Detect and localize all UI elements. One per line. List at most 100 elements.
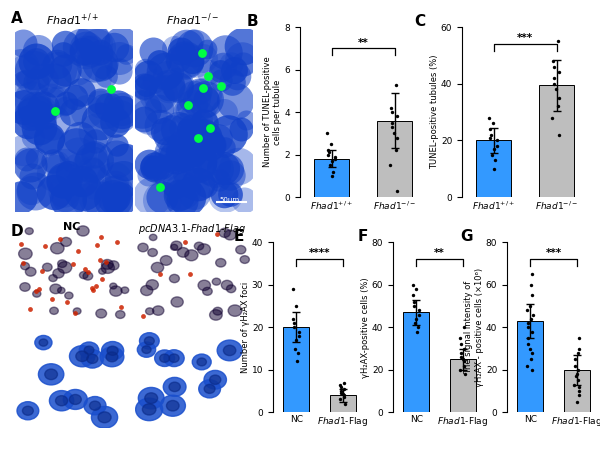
Point <box>91 127 101 135</box>
Point <box>25 305 35 313</box>
Point <box>162 71 172 78</box>
Point <box>107 86 116 93</box>
Point <box>553 38 563 45</box>
Point <box>330 155 340 163</box>
Circle shape <box>185 250 198 261</box>
Point <box>89 178 98 185</box>
Point <box>145 112 154 120</box>
Circle shape <box>20 262 29 270</box>
Point <box>81 196 91 203</box>
Point <box>114 196 124 203</box>
Point <box>199 92 208 99</box>
Circle shape <box>137 342 155 357</box>
Point <box>76 43 86 51</box>
Point <box>194 87 203 95</box>
Point <box>163 90 173 97</box>
Point <box>410 319 419 327</box>
Point <box>323 130 332 137</box>
Point <box>214 135 223 142</box>
Point <box>140 65 150 72</box>
Circle shape <box>146 308 154 315</box>
Point <box>197 134 207 141</box>
Point <box>44 136 53 143</box>
Point <box>551 86 561 93</box>
Point <box>22 155 31 163</box>
Point <box>574 383 584 390</box>
Point <box>324 149 334 156</box>
Point <box>137 105 147 112</box>
Point <box>112 187 121 194</box>
Point <box>116 41 125 48</box>
Circle shape <box>226 285 236 293</box>
Point <box>411 285 421 293</box>
Point <box>37 76 47 83</box>
Point <box>148 47 158 54</box>
Point <box>59 164 69 171</box>
Point <box>387 109 397 116</box>
Point <box>289 323 299 331</box>
Point <box>182 194 192 201</box>
Circle shape <box>70 395 82 405</box>
Point <box>173 81 182 88</box>
Point <box>49 77 59 84</box>
Circle shape <box>110 286 122 296</box>
Y-axis label: Number of γH₂AX foci: Number of γH₂AX foci <box>241 282 250 373</box>
Point <box>526 303 535 310</box>
Bar <box>403 313 429 412</box>
Point <box>387 119 397 126</box>
Point <box>99 63 109 70</box>
Point <box>61 40 70 48</box>
Point <box>96 233 106 241</box>
Point <box>410 298 419 305</box>
Point <box>173 125 183 133</box>
Point <box>239 197 249 204</box>
Point <box>523 323 533 331</box>
Point <box>460 345 469 352</box>
Point <box>488 120 498 127</box>
Circle shape <box>163 377 186 396</box>
Point <box>203 140 213 147</box>
Point <box>189 189 199 197</box>
Point <box>386 104 395 111</box>
Point <box>116 112 125 120</box>
Point <box>95 117 104 125</box>
Circle shape <box>236 246 246 254</box>
Point <box>229 67 238 74</box>
Point <box>489 145 499 153</box>
Point <box>409 292 418 299</box>
Point <box>339 394 349 401</box>
Point <box>116 303 126 310</box>
Point <box>82 107 91 115</box>
Circle shape <box>142 346 151 353</box>
Point <box>89 60 98 67</box>
Point <box>389 130 399 137</box>
Circle shape <box>101 262 115 274</box>
Circle shape <box>25 267 36 276</box>
Point <box>549 80 559 87</box>
Point <box>238 42 248 49</box>
Point <box>340 400 349 407</box>
Point <box>179 125 188 132</box>
Point <box>88 166 98 173</box>
Circle shape <box>136 398 163 421</box>
Point <box>55 236 65 243</box>
Point <box>95 100 105 107</box>
Text: $\it{Fhad1}$$^{+/+}$: $\it{Fhad1}$$^{+/+}$ <box>46 11 98 28</box>
Point <box>109 191 118 198</box>
Point <box>160 67 169 75</box>
Circle shape <box>96 309 107 318</box>
Point <box>182 125 191 132</box>
Point <box>171 153 181 160</box>
Point <box>177 197 187 204</box>
Point <box>118 108 127 116</box>
Circle shape <box>121 287 129 294</box>
Text: 20μm: 20μm <box>211 418 231 424</box>
Point <box>18 146 28 154</box>
Point <box>289 285 298 293</box>
Circle shape <box>81 350 103 368</box>
Point <box>158 196 167 203</box>
Point <box>218 62 227 69</box>
Point <box>82 48 91 55</box>
Y-axis label: The signal intensity of
γH₂AX - positive cells (×10⁶): The signal intensity of γH₂AX - positive… <box>464 268 484 387</box>
Point <box>574 345 583 352</box>
